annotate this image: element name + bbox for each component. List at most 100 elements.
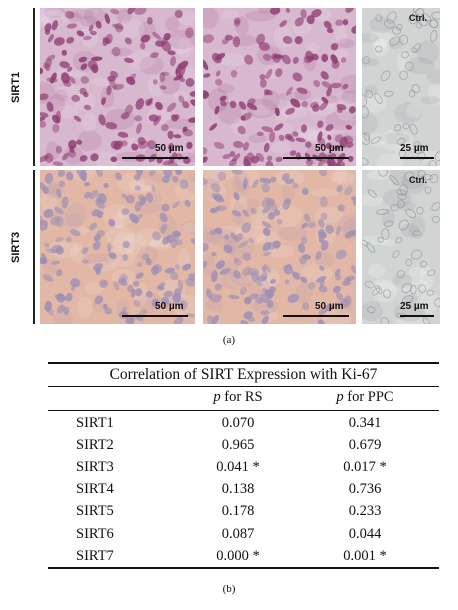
cell-nucleus xyxy=(285,264,293,270)
caption-b: (b) xyxy=(222,583,236,595)
cell-nucleus xyxy=(59,61,70,69)
cell-nucleus xyxy=(125,104,134,115)
cytoplasm-blotch xyxy=(184,172,195,182)
cell-nucleus xyxy=(381,228,390,240)
cell-nucleus xyxy=(256,131,264,137)
header-ppc: p for PPC xyxy=(300,389,430,406)
cell-nucleus xyxy=(305,158,314,166)
row-label-sirt1: SIRT1 xyxy=(10,71,22,103)
cell-nucleus xyxy=(239,286,247,295)
cell-nucleus xyxy=(80,76,89,84)
cell-nucleus xyxy=(230,69,238,78)
cell-nucleus xyxy=(362,56,370,65)
cell-nucleus xyxy=(104,13,111,24)
cell-nucleus xyxy=(310,101,319,109)
cell-nucleus xyxy=(284,133,293,141)
cell-nucleus xyxy=(117,131,129,138)
micrograph-sirt3-ctrl xyxy=(362,170,440,324)
cell-nucleus xyxy=(146,290,153,298)
cell-nucleus xyxy=(209,293,221,303)
cytoplasm-blotch xyxy=(337,214,356,234)
cell-nucleus xyxy=(421,174,433,181)
cell-nucleus xyxy=(243,311,253,319)
cell-nucleus xyxy=(121,276,126,283)
cell-nucleus xyxy=(220,100,227,107)
cell-nucleus xyxy=(367,306,376,314)
cytoplasm-blotch xyxy=(400,223,420,237)
cytoplasm-blotch xyxy=(403,295,418,303)
cell-nucleus xyxy=(203,242,209,252)
cell-nucleus xyxy=(428,160,437,166)
cell-nucleus xyxy=(284,198,291,205)
cell-nucleus xyxy=(167,50,176,56)
cell-nucleus xyxy=(152,79,158,85)
cytoplasm-blotch xyxy=(394,102,423,123)
cell-nucleus xyxy=(69,145,75,153)
cell-nucleus xyxy=(40,67,44,75)
cell-nucleus xyxy=(234,233,243,242)
cell-nucleus xyxy=(51,20,58,31)
cytoplasm-blotch xyxy=(295,281,313,303)
row-name: SIRT3 xyxy=(76,459,114,476)
cell-nucleus xyxy=(317,120,324,128)
cell-nucleus xyxy=(428,19,439,29)
table-title-rule xyxy=(48,386,439,387)
cell-nucleus xyxy=(238,240,249,249)
cytoplasm-blotch xyxy=(52,69,85,79)
cell-nucleus xyxy=(105,122,118,130)
cell-nucleus xyxy=(52,161,64,166)
cell-nucleus xyxy=(79,155,88,162)
cell-nucleus xyxy=(98,114,106,126)
cell-nucleus xyxy=(397,200,405,209)
cell-nucleus xyxy=(173,134,182,139)
cell-nucleus xyxy=(47,308,55,316)
cell-nucleus xyxy=(336,185,343,193)
cell-nucleus xyxy=(107,75,116,82)
cell-nucleus xyxy=(269,131,276,143)
cell-nucleus xyxy=(121,208,130,216)
cell-nucleus xyxy=(188,273,195,282)
row-label-sirt3: SIRT3 xyxy=(10,231,22,263)
cytoplasm-blotch xyxy=(220,225,243,237)
cytoplasm-blotch xyxy=(70,242,85,264)
cytoplasm-blotch xyxy=(207,170,235,182)
cell-nucleus xyxy=(84,182,90,187)
cell-nucleus xyxy=(334,268,341,276)
cell-nucleus xyxy=(321,240,329,251)
cell-nucleus xyxy=(153,115,162,126)
cytoplasm-blotch xyxy=(95,151,118,166)
cell-nucleus xyxy=(44,23,52,32)
cytoplasm-blotch xyxy=(56,85,88,97)
cell-nucleus xyxy=(112,84,125,90)
cell-nucleus xyxy=(122,240,130,249)
cell-nucleus xyxy=(240,115,246,121)
cytoplasm-blotch xyxy=(173,90,190,102)
cell-nucleus xyxy=(206,315,215,324)
cell-nucleus xyxy=(335,226,341,236)
cell-nucleus xyxy=(256,275,268,282)
cell-nucleus xyxy=(292,56,299,64)
cell-nucleus xyxy=(136,170,143,176)
table-header-rule xyxy=(48,410,439,411)
micrograph-sirt1-b xyxy=(203,8,356,166)
cell-nucleus xyxy=(259,74,266,80)
cell-nucleus xyxy=(150,52,159,59)
cell-nucleus xyxy=(290,98,301,108)
cell-nucleus xyxy=(215,78,223,86)
cell-nucleus xyxy=(69,76,76,84)
cell-nucleus xyxy=(362,157,369,166)
cell-nucleus xyxy=(81,247,89,255)
cytoplasm-blotch xyxy=(381,129,400,151)
cell-nucleus xyxy=(256,280,263,287)
cell-nucleus xyxy=(345,8,355,13)
cell-rs: 0.070 xyxy=(221,415,255,431)
cytoplasm-blotch xyxy=(368,263,386,278)
cell-nucleus xyxy=(422,12,432,22)
cell-nucleus xyxy=(242,209,250,217)
cytoplasm-blotch xyxy=(334,25,348,44)
cell-nucleus xyxy=(87,60,98,70)
cell-nucleus xyxy=(427,269,436,276)
cell-nucleus xyxy=(211,270,218,283)
cell-nucleus xyxy=(160,71,170,76)
cell-nucleus xyxy=(394,124,402,132)
